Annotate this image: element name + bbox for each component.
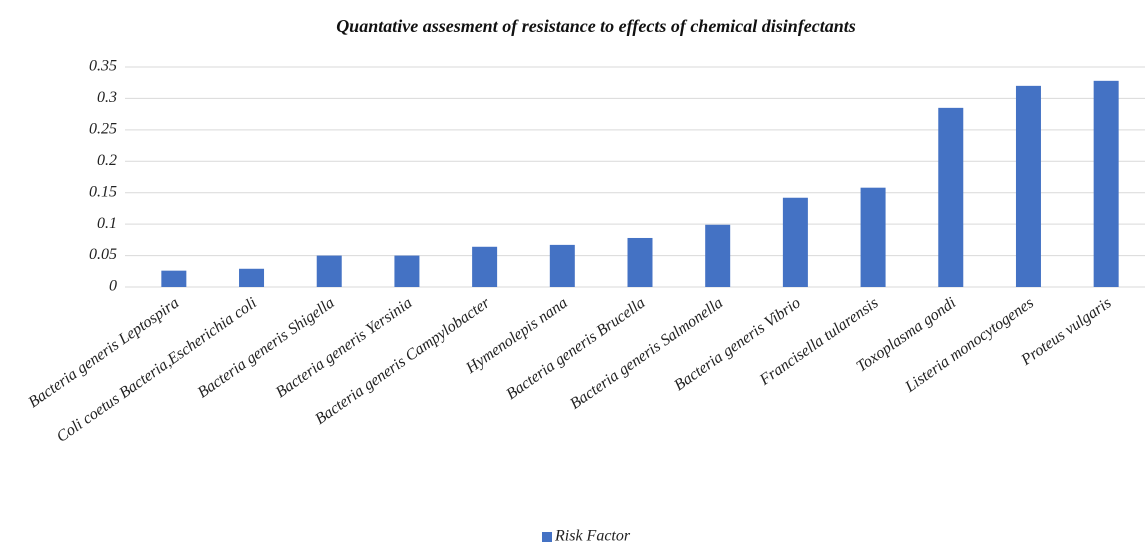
y-tick-label: 0.1	[97, 215, 117, 232]
y-tick-label: 0.35	[89, 58, 117, 75]
y-tick-label: 0.05	[89, 246, 117, 263]
bar	[316, 255, 342, 287]
bar	[705, 224, 731, 287]
x-tick-label: Bacteria generis Yersinia	[273, 294, 416, 401]
x-tick-label: Bacteria generis Brucella	[503, 294, 648, 403]
bar	[161, 270, 187, 287]
legend-label: Risk Factor	[554, 528, 631, 545]
chart-title: Quantative assesment of resistance to ef…	[336, 16, 856, 36]
bar	[938, 107, 964, 287]
y-tick-label: 0.3	[97, 89, 117, 106]
x-tick-label: Bacteria generis Shigella	[195, 294, 338, 401]
y-tick-label: 0.2	[97, 152, 117, 169]
bar	[1015, 85, 1041, 287]
y-tick-label: 0.15	[89, 183, 117, 200]
bar	[239, 268, 265, 287]
bar	[549, 244, 575, 287]
x-tick-label: Bacteria generis Leptospira	[25, 294, 182, 411]
bar	[394, 255, 420, 287]
y-tick-label: 0	[109, 278, 117, 295]
bar	[627, 237, 653, 287]
bar	[860, 187, 886, 287]
bar	[1093, 80, 1119, 287]
x-tick-label: Bacteria generis Salmonella	[567, 294, 726, 412]
x-tick-label: Listeria monocytogenes	[901, 294, 1036, 396]
bar	[782, 197, 808, 287]
x-tick-label: Bacteria generis Vibrio	[671, 294, 804, 394]
bar	[472, 246, 498, 287]
legend-swatch	[542, 532, 552, 542]
y-tick-label: 0.25	[89, 121, 117, 138]
